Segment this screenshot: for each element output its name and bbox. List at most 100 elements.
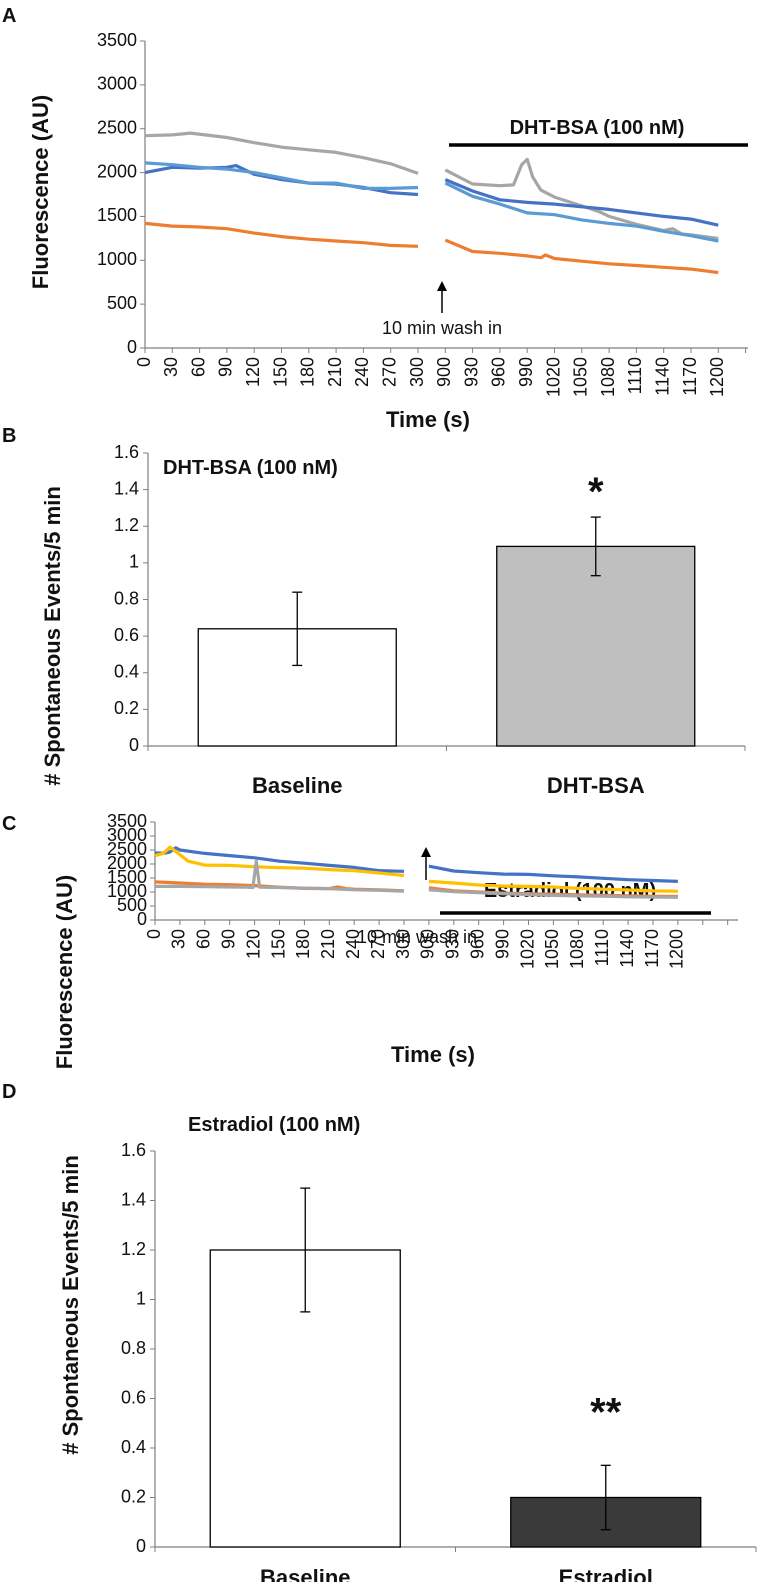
- panel-b-y-tick-label: 1.4: [114, 478, 139, 498]
- panel-c-x-tick-label: 0: [144, 929, 164, 939]
- panel-a-y-axis-title: Fluorescence (AU): [28, 95, 53, 289]
- panel-d-y-tick-label: 1.4: [121, 1189, 146, 1209]
- panel-a-x-tick-label: 900: [434, 357, 454, 387]
- panel-b-bar-chart: B # Spontaneous Events/5 min DHT-BSA (10…: [2, 425, 746, 798]
- panel-b-y-tick-label: 1.6: [114, 442, 139, 462]
- panel-d-y-tick-label: 0.2: [121, 1486, 146, 1506]
- panel-d-significance-marker: **: [590, 1390, 622, 1434]
- panel-b-y-tick-label: 0: [129, 735, 139, 755]
- panel-c-x-tick-label: 120: [243, 929, 263, 959]
- panel-a-treatment-label: DHT-BSA (100 nM): [510, 117, 685, 139]
- panel-c-y-tick-label: 500: [117, 895, 147, 915]
- panel-c-y-tick-label: 3500: [107, 811, 147, 831]
- panel-c-series-blue-treatment: [428, 864, 678, 883]
- panel-a-x-tick-label: 60: [188, 357, 208, 377]
- panel-b-category-label: Baseline: [252, 773, 343, 798]
- panel-c-x-tick-label: 60: [194, 929, 214, 949]
- panel-b-y-tick-label: 0.8: [114, 588, 139, 608]
- panel-c-x-tick-label: 270: [368, 929, 388, 959]
- panel-b-y-tick-label: 0.4: [114, 662, 139, 682]
- panel-c-y-tick-label: 1500: [107, 867, 147, 887]
- panel-b-y-tick-label: 0.6: [114, 625, 139, 645]
- panel-d-y-axis-title: # Spontaneous Events/5 min: [58, 1155, 83, 1455]
- panel-c-x-tick-label: 1170: [642, 929, 662, 968]
- panel-a-y-tick-label: 3500: [97, 30, 137, 50]
- panel-c-series-blue-baseline: [154, 846, 405, 873]
- panel-a-wash-label: 10 min wash in: [382, 318, 502, 338]
- panel-b-y-tick-label: 1.2: [114, 515, 139, 535]
- panel-d-y-tick-label: 0.8: [121, 1338, 146, 1358]
- panel-c-x-tick-label: 930: [443, 929, 463, 959]
- panel-a-x-tick-label: 960: [489, 357, 509, 387]
- panel-c-x-tick-label: 30: [169, 929, 189, 949]
- panel-a-wash-arrow-head: [437, 281, 447, 291]
- panel-c-x-tick-label: 210: [318, 929, 338, 959]
- panel-a-x-tick-label: 150: [270, 357, 290, 387]
- panel-c-y-tick-label: 2500: [107, 839, 147, 859]
- panel-a-x-tick-label: 1170: [680, 357, 700, 396]
- panel-c-x-tick-label: 1050: [542, 929, 562, 969]
- panel-d-y-tick-label: 0.4: [121, 1437, 146, 1457]
- panel-a-y-tick-label: 500: [107, 293, 137, 313]
- panel-c-wash-label: 10 min wash in: [357, 927, 477, 947]
- panel-b-y-axis-title: # Spontaneous Events/5 min: [40, 486, 65, 786]
- panel-a-x-tick-label: 210: [325, 357, 345, 387]
- panel-c-x-tick-label: 180: [293, 929, 313, 959]
- panel-b-title: DHT-BSA (100 nM): [163, 457, 338, 479]
- panel-b-bar-dht-bsa: [496, 545, 696, 747]
- panel-c-x-tick-label: 300: [393, 929, 413, 959]
- panel-a-x-axis-title: Time (s): [386, 407, 470, 432]
- panel-c-wash-arrow-head: [421, 847, 431, 857]
- panel-a-letter: A: [2, 5, 16, 27]
- panel-a-series-orange-baseline: [144, 221, 419, 248]
- panel-d-y-tick-label: 0.6: [121, 1387, 146, 1407]
- panel-a-x-tick-label: 1050: [571, 357, 591, 397]
- panel-a-x-tick-label: 1020: [543, 357, 563, 397]
- panel-c-x-tick-label: 150: [268, 929, 288, 959]
- panel-a-x-tick-label: 90: [216, 357, 236, 377]
- panel-d-category-label: Baseline: [260, 1565, 351, 1582]
- panel-d-y-tick-label: 0: [136, 1536, 146, 1556]
- panel-a-x-tick-label: 120: [243, 357, 263, 387]
- panel-c-series-gray-baseline: [155, 859, 405, 893]
- panel-a-line-chart: A Fluorescence (AU) Time (s) DHT-BSA (10…: [2, 5, 748, 432]
- panel-a-y-tick-label: 1500: [97, 205, 137, 225]
- panel-d-y-tick-label: 1: [136, 1288, 146, 1308]
- panel-a-x-tick-label: 300: [407, 357, 427, 387]
- panel-d-y-tick-label: 1.6: [121, 1140, 146, 1160]
- panel-c-x-tick-label: 900: [418, 929, 438, 959]
- panel-a-x-tick-label: 270: [379, 357, 399, 387]
- panel-c-x-tick-label: 1020: [517, 929, 537, 969]
- panel-b-y-tick-label: 0.2: [114, 698, 139, 718]
- panel-c-x-tick-label: 960: [467, 929, 487, 959]
- panel-a-series-gray-treatment: [444, 157, 719, 240]
- panel-d-bar-chart: D # Spontaneous Events/5 min Estradiol (…: [2, 1081, 757, 1582]
- panel-a-x-tick-label: 1110: [625, 357, 645, 394]
- panel-a-y-tick-label: 2500: [97, 117, 137, 137]
- panel-c-y-tick-label: 1000: [107, 881, 147, 901]
- panel-c-x-tick-label: 1080: [567, 929, 587, 969]
- panel-a-y-tick-label: 0: [127, 337, 137, 357]
- panel-a-x-tick-label: 930: [461, 357, 481, 387]
- panel-c-x-tick-label: 990: [492, 929, 512, 959]
- panel-d-category-label: Estradiol: [559, 1565, 653, 1582]
- panel-a-y-tick-label: 2000: [97, 161, 137, 181]
- panel-a-x-tick-label: 1200: [707, 357, 727, 397]
- panel-a-series-blue-treatment: [444, 178, 719, 227]
- panel-c-series-yellow-baseline: [154, 845, 405, 878]
- panel-b-y-tick-label: 1: [129, 552, 139, 572]
- panel-a-x-tick-label: 0: [134, 357, 154, 367]
- panel-a-x-tick-label: 180: [298, 357, 318, 387]
- panel-c-line-chart: C Fluorescence (AU) Time (s) Estradiol (…: [2, 811, 738, 1069]
- panel-a-y-tick-label: 1000: [97, 249, 137, 269]
- panel-a-series-orange-treatment: [444, 238, 719, 275]
- panel-b-significance-marker: *: [588, 470, 604, 514]
- panel-a-series-gray-baseline: [144, 131, 419, 175]
- panel-c-x-tick-label: 1200: [667, 929, 687, 969]
- panel-c-y-tick-label: 2000: [107, 853, 147, 873]
- panel-a-x-tick-label: 240: [352, 357, 372, 387]
- panel-c-series-gray-treatment: [428, 888, 678, 899]
- panel-c-series-yellow-treatment: [428, 879, 678, 893]
- panel-d-y-tick-label: 1.2: [121, 1239, 146, 1259]
